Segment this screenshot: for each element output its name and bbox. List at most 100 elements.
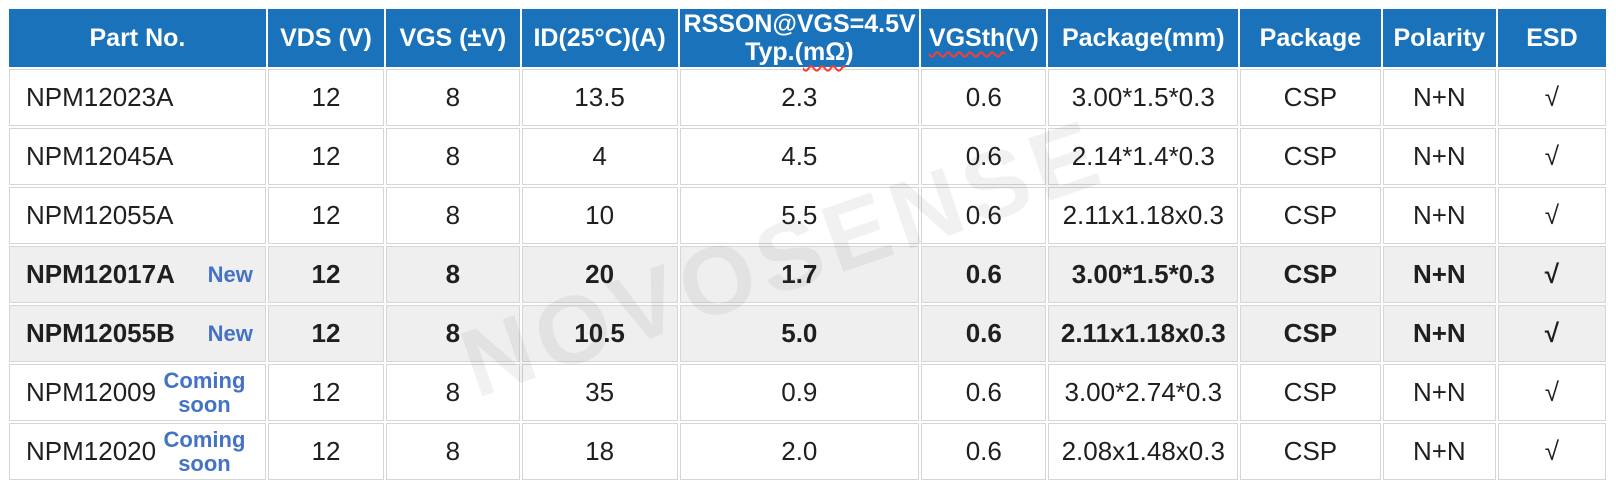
table-row: NPM12055B New 12 8 10.5 5.0 0.6 2.11x1.1…	[9, 305, 1606, 362]
esd-check-cell: √	[1497, 246, 1606, 303]
vgs-cell: 8	[386, 187, 520, 244]
vgsth-cell: 0.6	[921, 364, 1047, 421]
polarity-cell: N+N	[1382, 246, 1496, 303]
package-mm-cell: 3.00*2.74*0.3	[1048, 364, 1239, 421]
parts-selection-table: Part No. VDS (V) VGS (±V) ID(25°C)(A) RS…	[7, 7, 1608, 482]
vgsth-cell: 0.6	[921, 187, 1047, 244]
id-cell: 10	[521, 187, 678, 244]
col-header-vds: VDS (V)	[267, 9, 385, 67]
table-row: NPM12023A 12 8 13.5 2.3 0.6 3.00*1.5*0.3…	[9, 69, 1606, 126]
rsson-cell: 0.9	[679, 364, 920, 421]
polarity-cell: N+N	[1382, 423, 1496, 480]
col-header-id: ID(25°C)(A)	[521, 9, 678, 67]
table-row: NPM12055A 12 8 10 5.5 0.6 2.11x1.18x0.3 …	[9, 187, 1606, 244]
vgs-cell: 8	[386, 128, 520, 185]
table-row: NPM12017A New 12 8 20 1.7 0.6 3.00*1.5*0…	[9, 246, 1606, 303]
rsson-cell: 2.0	[679, 423, 920, 480]
vds-cell: 12	[267, 364, 385, 421]
vds-cell: 12	[267, 187, 385, 244]
rsson-cell: 4.5	[679, 128, 920, 185]
rsson-cell: 1.7	[679, 246, 920, 303]
package-cell: CSP	[1240, 187, 1381, 244]
part-number: NPM12017A	[26, 259, 175, 289]
package-mm-cell: 2.11x1.18x0.3	[1048, 305, 1239, 362]
vds-cell: 12	[267, 128, 385, 185]
vgsth-cell: 0.6	[921, 305, 1047, 362]
status-label: Coming soon	[163, 368, 246, 417]
parts-table-container: Part No. VDS (V) VGS (±V) ID(25°C)(A) RS…	[7, 7, 1608, 482]
table-row: NPM12020 Coming soon 12 8 18 2.0 0.6 2.0…	[9, 423, 1606, 480]
part-no-cell: NPM12055B New	[9, 305, 266, 362]
vds-cell: 12	[267, 305, 385, 362]
esd-check-cell: √	[1497, 364, 1606, 421]
col-header-rsson-line1: RSSON@VGS=4.5V	[683, 10, 916, 38]
vds-cell: 12	[267, 69, 385, 126]
polarity-cell: N+N	[1382, 364, 1496, 421]
rsson-cell: 5.5	[679, 187, 920, 244]
header-row: Part No. VDS (V) VGS (±V) ID(25°C)(A) RS…	[9, 9, 1606, 67]
part-no-cell: NPM12009 Coming soon	[9, 364, 266, 421]
col-header-esd: ESD	[1497, 9, 1606, 67]
rsson-cell: 2.3	[679, 69, 920, 126]
esd-check-cell: √	[1497, 128, 1606, 185]
part-no-cell: NPM12045A	[9, 128, 266, 185]
vgsth-cell: 0.6	[921, 246, 1047, 303]
part-no-cell: NPM12023A	[9, 69, 266, 126]
col-header-vgsth: VGSth(V)	[921, 9, 1047, 67]
esd-check-cell: √	[1497, 423, 1606, 480]
vgsth-cell: 0.6	[921, 128, 1047, 185]
table-body: NPM12023A 12 8 13.5 2.3 0.6 3.00*1.5*0.3…	[9, 69, 1606, 480]
table-row: NPM12009 Coming soon 12 8 35 0.9 0.6 3.0…	[9, 364, 1606, 421]
part-no-cell: NPM12017A New	[9, 246, 266, 303]
col-header-package: Package	[1240, 9, 1381, 67]
package-mm-cell: 2.11x1.18x0.3	[1048, 187, 1239, 244]
package-mm-cell: 3.00*1.5*0.3	[1048, 246, 1239, 303]
vds-cell: 12	[267, 246, 385, 303]
package-cell: CSP	[1240, 128, 1381, 185]
id-cell: 18	[521, 423, 678, 480]
vgsth-cell: 0.6	[921, 423, 1047, 480]
col-header-package-mm: Package(mm)	[1048, 9, 1239, 67]
package-cell: CSP	[1240, 423, 1381, 480]
vgs-cell: 8	[386, 246, 520, 303]
id-cell: 4	[521, 128, 678, 185]
package-cell: CSP	[1240, 246, 1381, 303]
table-row: NPM12045A 12 8 4 4.5 0.6 2.14*1.4*0.3 CS…	[9, 128, 1606, 185]
esd-check-cell: √	[1497, 305, 1606, 362]
esd-check-cell: √	[1497, 187, 1606, 244]
spellcheck-underline: VGSth	[928, 24, 1006, 52]
col-header-vgs: VGS (±V)	[386, 9, 520, 67]
part-number: NPM12055B	[26, 318, 175, 348]
col-header-part-no: Part No.	[9, 9, 266, 67]
package-mm-cell: 2.14*1.4*0.3	[1048, 128, 1239, 185]
part-number: NPM12009	[26, 377, 157, 407]
col-header-polarity: Polarity	[1382, 9, 1496, 67]
vgs-cell: 8	[386, 364, 520, 421]
col-header-rsson: RSSON@VGS=4.5V Typ.(mΩ)	[679, 9, 920, 67]
vgsth-cell: 0.6	[921, 69, 1047, 126]
package-cell: CSP	[1240, 305, 1381, 362]
id-cell: 20	[521, 246, 678, 303]
vgs-cell: 8	[386, 305, 520, 362]
part-no-cell: NPM12020 Coming soon	[9, 423, 266, 480]
col-header-rsson-line2: Typ.(mΩ)	[745, 38, 854, 66]
vgs-cell: 8	[386, 423, 520, 480]
esd-check-cell: √	[1497, 69, 1606, 126]
spellcheck-underline: mΩ	[802, 38, 846, 66]
id-cell: 35	[521, 364, 678, 421]
part-number: NPM12045A	[26, 141, 174, 171]
polarity-cell: N+N	[1382, 128, 1496, 185]
package-mm-cell: 2.08x1.48x0.3	[1048, 423, 1239, 480]
id-cell: 13.5	[521, 69, 678, 126]
polarity-cell: N+N	[1382, 187, 1496, 244]
polarity-cell: N+N	[1382, 305, 1496, 362]
polarity-cell: N+N	[1382, 69, 1496, 126]
part-no-cell: NPM12055A	[9, 187, 266, 244]
part-number: NPM12023A	[26, 82, 174, 112]
package-cell: CSP	[1240, 69, 1381, 126]
id-cell: 10.5	[521, 305, 678, 362]
status-label: New	[207, 320, 253, 346]
table-header: Part No. VDS (V) VGS (±V) ID(25°C)(A) RS…	[9, 9, 1606, 67]
package-cell: CSP	[1240, 364, 1381, 421]
